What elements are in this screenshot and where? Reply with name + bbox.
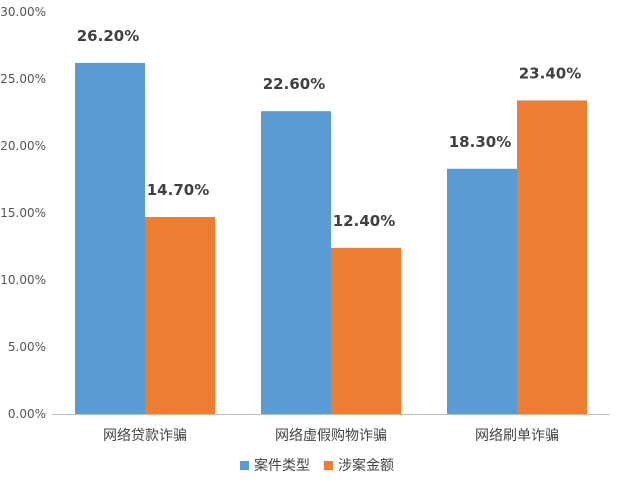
legend-swatch: [240, 461, 249, 470]
y-tick-label: 15.00%: [0, 206, 46, 220]
data-label: 23.40%: [519, 64, 581, 82]
legend-label: 涉案金额: [338, 457, 394, 474]
bar-amount: [145, 217, 215, 414]
legend: 案件类型 涉案金额: [240, 457, 394, 474]
legend-label: 案件类型: [254, 457, 310, 474]
data-label: 18.30%: [449, 133, 511, 151]
data-label: 14.70%: [147, 181, 209, 199]
legend-swatch: [324, 461, 333, 470]
bar-amount: [331, 247, 401, 414]
y-tick-label: 20.00%: [0, 139, 46, 153]
category-labels: 网络贷款诈骗 网络虚假购物诈骗 网络刷单诈骗: [103, 428, 559, 444]
y-tick-label: 25.00%: [0, 72, 46, 86]
y-axis-tick-labels: 0.00% 5.00% 10.00% 15.00% 20.00% 25.00% 30.00%: [0, 5, 46, 421]
bars: [75, 62, 587, 415]
y-tick-label: 10.00%: [0, 273, 46, 287]
bar-case-type: [447, 168, 517, 414]
x-category-label: 网络刷单诈骗: [475, 428, 559, 444]
y-tick-label: 30.00%: [0, 5, 46, 19]
bar-case-type: [75, 62, 145, 415]
data-label: 12.40%: [333, 212, 395, 230]
y-tick-label: 5.00%: [8, 340, 46, 354]
data-label: 22.60%: [263, 75, 325, 93]
data-labels: 26.20% 14.70% 22.60% 12.40% 18.30% 23.40%: [77, 27, 581, 230]
x-category-label: 网络虚假购物诈骗: [275, 428, 387, 444]
bar-case-type: [261, 111, 331, 414]
y-tick-label: 0.00%: [8, 407, 46, 421]
bar-amount: [517, 100, 587, 414]
data-label: 26.20%: [77, 27, 139, 45]
x-category-label: 网络贷款诈骗: [103, 428, 187, 444]
